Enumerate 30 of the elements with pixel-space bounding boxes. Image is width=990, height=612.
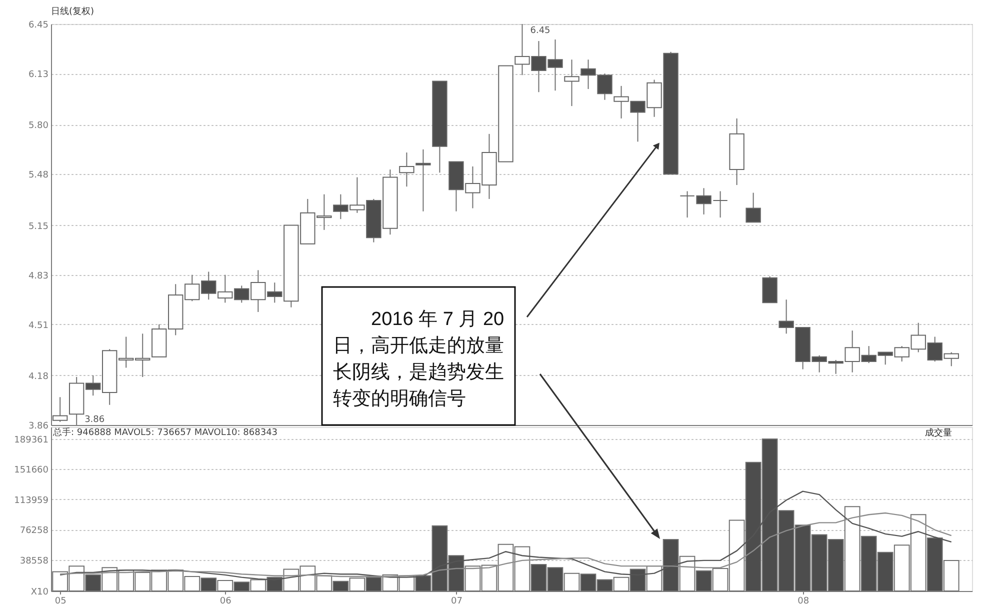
y-tick-label: 5.15 <box>28 222 48 232</box>
candlestick <box>746 192 761 223</box>
annotation: 2016 年 7 月 20 日，高开低走的放量长阴线，是趋势发生转变的明确信号 <box>333 309 504 410</box>
y-tick-label: 4.83 <box>28 271 48 282</box>
chart-title: 日线(复权) <box>51 6 94 17</box>
y-tick-label: X10 <box>30 588 49 598</box>
y-tick-label: 5.48 <box>28 170 49 181</box>
annotation: 3.86 <box>84 415 105 425</box>
y-tick-label: 113959 <box>14 496 49 506</box>
x-tick-label: 06 <box>220 596 232 606</box>
y-tick-label: 189361 <box>14 435 48 446</box>
candlestick <box>416 148 431 212</box>
y-tick-label: 6.45 <box>28 20 48 30</box>
y-tick-label: 4.51 <box>28 320 48 331</box>
x-tick-label: 05 <box>54 596 66 606</box>
y-tick-label: 4.18 <box>28 372 49 382</box>
y-tick-label: 76258 <box>20 526 49 536</box>
candlestick <box>564 59 580 107</box>
annotation: 6.45 <box>530 26 550 36</box>
y-tick-label: 6.13 <box>28 70 48 80</box>
line-series <box>59 512 952 578</box>
x-tick-label: 07 <box>450 596 462 606</box>
y-tick-label: 3.86 <box>28 422 49 432</box>
annotation: 总手: 946888 MAVOL5: 736657 MAVOL10: 868343 <box>52 427 278 438</box>
x-tick-label: 08 <box>798 596 810 606</box>
annotation: 成交量 <box>925 428 952 438</box>
y-tick-label: 151660 <box>14 466 49 476</box>
candlestick <box>399 152 414 188</box>
y-tick-label: 5.80 <box>28 121 49 132</box>
y-tick-label: 38558 <box>20 556 49 566</box>
